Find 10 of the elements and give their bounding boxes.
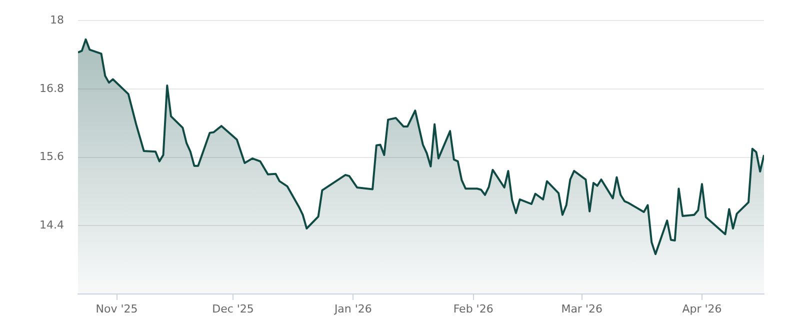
- y-tick-label: 16.8: [40, 82, 64, 95]
- y-tick-label: 15.6: [40, 150, 64, 164]
- x-tick-label: Apr '26: [682, 302, 722, 316]
- x-tick-label: Dec '25: [212, 302, 254, 316]
- x-tick-label: Feb '26: [453, 302, 494, 316]
- x-tick-label: Nov '25: [96, 302, 138, 316]
- y-tick-label: 18: [50, 13, 64, 26]
- x-tick-label: Mar '26: [561, 302, 602, 316]
- y-tick-label: 14.4: [40, 218, 64, 232]
- x-tick-label: Jan '26: [333, 302, 372, 316]
